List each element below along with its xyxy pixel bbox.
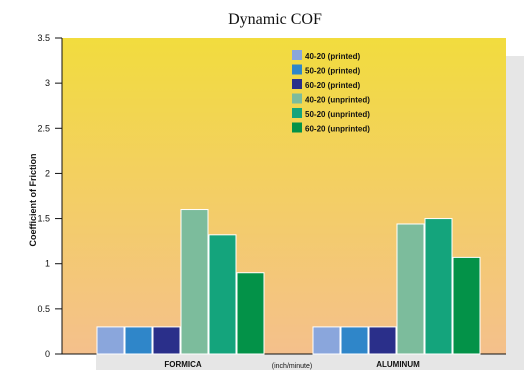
bar (452, 256, 481, 355)
bar (312, 326, 341, 355)
legend-label: 50-20 (unprinted) (305, 110, 370, 119)
legend: 40-20 (printed) 50-20 (printed) 60-20 (pri… (292, 50, 370, 134)
y-tick-label: 0.5 (37, 304, 50, 314)
bar (236, 272, 265, 355)
y-tick-label: 1.5 (37, 214, 50, 224)
bar (124, 326, 153, 355)
legend-label: 60-20 (unprinted) (305, 125, 370, 134)
legend-swatch (292, 122, 302, 133)
legend-label: 60-20 (printed) (305, 81, 360, 90)
legend-label: 40-20 (unprinted) (305, 96, 370, 105)
bars (96, 209, 481, 355)
bar (152, 326, 181, 355)
bar (340, 326, 369, 355)
legend-swatch (292, 64, 302, 75)
y-tick-label: 2.5 (37, 123, 50, 133)
y-axis-label: Coefficient of Friction (28, 154, 38, 247)
category-label-aluminum: ALUMINUM (376, 360, 420, 369)
bar (96, 326, 125, 355)
y-tick-label: 3 (45, 78, 50, 88)
legend-swatch (292, 93, 302, 104)
legend-swatch (292, 79, 302, 89)
y-tick-label: 3.5 (37, 33, 50, 43)
bar (396, 223, 425, 355)
legend-swatch (292, 50, 302, 60)
y-tick-label: 0 (45, 349, 50, 359)
bar (180, 209, 209, 355)
y-tick-label: 2 (45, 168, 50, 178)
y-tick-label: 1 (45, 259, 50, 269)
bar (424, 218, 453, 355)
y-axis: 0 0.5 1 1.5 2 2.5 3 3.5 (37, 33, 63, 359)
bar (368, 326, 397, 355)
legend-label: 40-20 (printed) (305, 52, 360, 61)
x-unit-label: (inch/minute) (272, 363, 312, 370)
chart-title: Dynamic COF (228, 11, 322, 28)
category-label-formica: FORMICA (164, 360, 202, 369)
legend-swatch (292, 108, 302, 118)
bar (208, 234, 237, 355)
legend-label: 50-20 (printed) (305, 67, 360, 76)
